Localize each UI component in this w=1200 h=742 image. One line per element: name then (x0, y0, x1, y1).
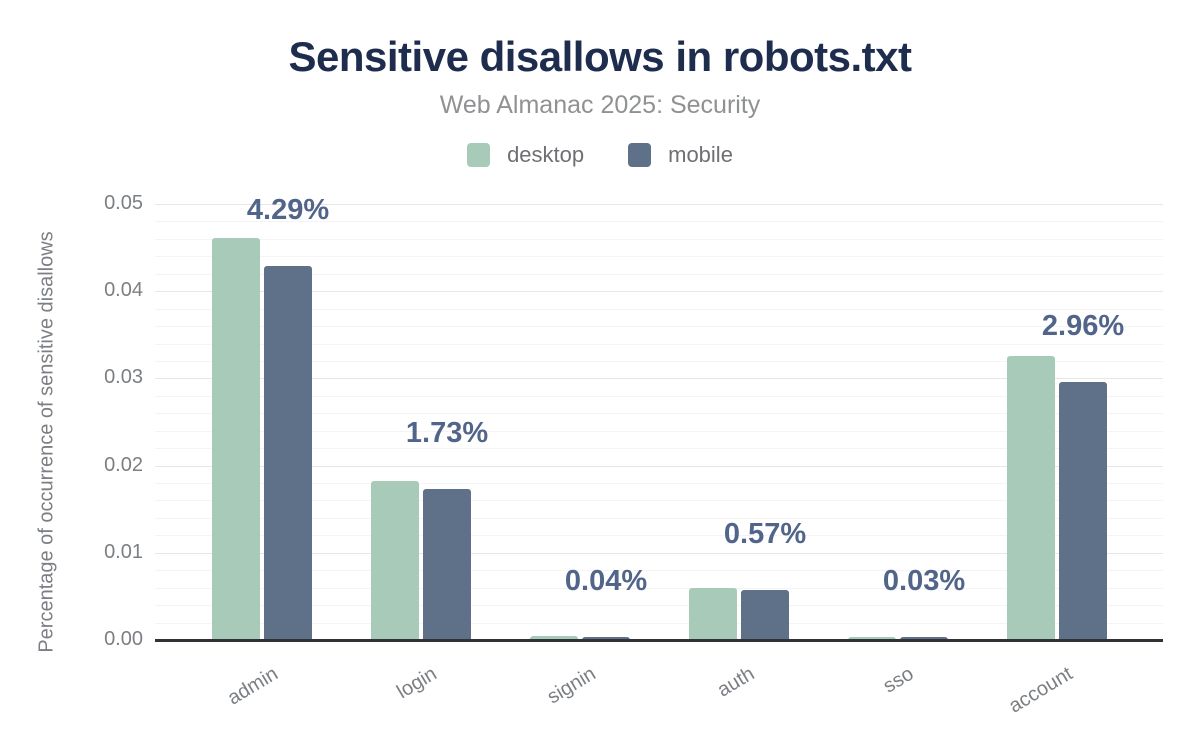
x-tick-label-auth: auth (713, 662, 759, 702)
gridline-minor (155, 587, 1163, 589)
chart-title: Sensitive disallows in robots.txt (288, 33, 912, 80)
bar-desktop-sso (848, 637, 896, 640)
gridline-minor (155, 605, 1163, 607)
x-tick-label-sso: sso (879, 662, 918, 698)
desktop-swatch-icon (467, 143, 491, 167)
x-axis-line (155, 639, 1163, 642)
bar-mobile-auth (741, 590, 789, 640)
chart-subtitle: Web Almanac 2025: Security (439, 91, 761, 119)
gridline-minor (155, 343, 1163, 345)
gridline-minor (155, 238, 1163, 240)
gridline-minor (155, 535, 1163, 537)
gridline-minor (155, 500, 1163, 502)
gridline-minor (155, 430, 1163, 432)
gridline-major (155, 378, 1163, 380)
gridline-major (155, 552, 1163, 554)
bar-mobile-account (1059, 381, 1107, 640)
gridline-minor (155, 517, 1163, 519)
value-label-auth: 0.57% (723, 518, 807, 551)
value-label-sso: 0.03% (882, 565, 966, 598)
legend-item-mobile[interactable]: mobile (628, 142, 733, 168)
gridline-minor (155, 256, 1163, 258)
gridline-minor (155, 448, 1163, 450)
bar-mobile-login (423, 489, 471, 640)
bar-desktop-login (371, 481, 419, 640)
gridline-minor (155, 395, 1163, 397)
bar-desktop-signin (530, 635, 578, 640)
gridline-minor (155, 273, 1163, 275)
y-axis-title: Percentage of occurrence of sensitive di… (35, 231, 58, 653)
y-tick-label: 0.01 (104, 540, 143, 563)
x-tick-label-admin: admin (223, 662, 282, 710)
gridline-minor (155, 570, 1163, 572)
gridline-minor (155, 483, 1163, 485)
gridline-minor (155, 221, 1163, 223)
bar-desktop-account (1007, 355, 1055, 640)
gridline-minor (155, 622, 1163, 624)
gridline-minor (155, 326, 1163, 328)
value-label-signin: 0.04% (564, 564, 648, 597)
legend-label-mobile: mobile (668, 142, 733, 167)
bar-mobile-sso (900, 637, 948, 640)
legend-item-desktop[interactable]: desktop (467, 142, 584, 168)
x-tick-label-signin: signin (543, 662, 600, 709)
gridline-minor (155, 308, 1163, 310)
value-label-admin: 4.29% (246, 193, 330, 226)
bar-mobile-admin (264, 265, 312, 640)
bar-mobile-signin (582, 636, 630, 640)
y-tick-label: 0.04 (104, 279, 143, 302)
gridline-major (155, 204, 1163, 205)
gridline-major (155, 291, 1163, 293)
value-label-login: 1.73% (405, 417, 489, 450)
gridline-minor (155, 360, 1163, 362)
plot-area: 4.29% 1.73% 0.04% 0.57% 0.03% 2.96% (155, 194, 1163, 642)
bar-desktop-admin (212, 238, 260, 640)
y-tick-label: 0.02 (104, 453, 143, 476)
legend-label-desktop: desktop (507, 142, 585, 167)
value-label-account: 2.96% (1041, 309, 1125, 342)
legend: desktop mobile (0, 142, 1200, 168)
mobile-swatch-icon (628, 143, 652, 167)
gridline-major (155, 465, 1163, 467)
x-tick-label-login: login (392, 662, 441, 704)
x-tick-label-account: account (1005, 662, 1077, 718)
y-tick-label: 0.00 (104, 628, 143, 650)
y-tick-label: 0.03 (104, 366, 143, 389)
y-tick-label: 0.05 (104, 192, 143, 214)
gridline-minor (155, 413, 1163, 415)
bar-desktop-auth (689, 587, 737, 640)
